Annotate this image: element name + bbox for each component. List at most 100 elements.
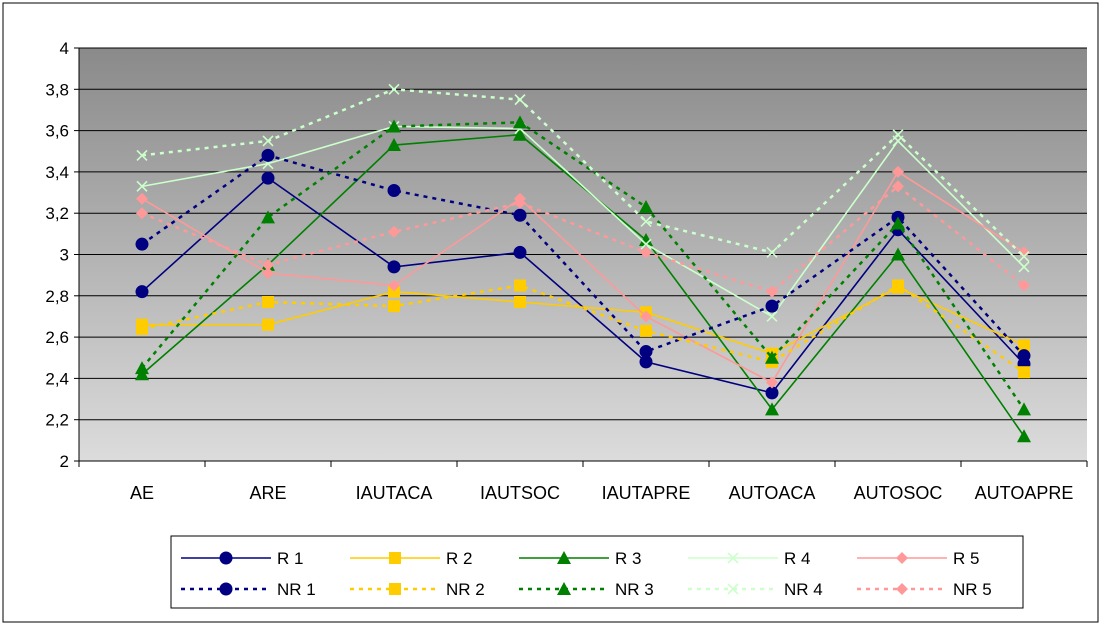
data-point: [640, 310, 652, 323]
series-line: [141, 154, 1025, 357]
y-tick-label: 2,6: [45, 328, 69, 347]
data-point: [765, 350, 779, 364]
data-point: [513, 245, 527, 259]
data-point: [261, 171, 275, 185]
series-nr-3: [135, 115, 1031, 416]
marker-stroke: [727, 552, 739, 564]
data-point: [639, 233, 653, 247]
data-point: [640, 215, 652, 228]
data-point: [136, 207, 148, 220]
x-tick-label: AE: [130, 483, 154, 503]
series-r-4: [136, 120, 1030, 323]
data-point: [766, 285, 778, 298]
marker-stroke: [514, 94, 526, 106]
series-nr-5: [136, 180, 1030, 298]
marker-stroke: [136, 180, 148, 192]
legend-item: NR 4: [688, 580, 823, 599]
legend-swatch-marker: [896, 583, 908, 595]
data-point: [514, 196, 526, 209]
data-point: [135, 285, 149, 299]
marker-stroke: [640, 215, 652, 228]
data-point: [1018, 366, 1030, 379]
data-point: [766, 310, 778, 323]
legend-label: NR 2: [446, 580, 485, 599]
y-tick-label: 2: [60, 452, 69, 471]
marker-stroke: [766, 246, 778, 259]
data-point: [387, 119, 401, 133]
y-tick-label: 2,2: [45, 411, 69, 430]
marker-stroke: [892, 129, 904, 141]
legend-label: R 3: [615, 549, 641, 568]
data-point: [262, 295, 274, 308]
legend-item: R 3: [519, 549, 641, 568]
legend-swatch-marker: [389, 583, 401, 595]
x-tick-label: AUTOAPRE: [975, 483, 1074, 503]
y-tick-label: 3,2: [45, 204, 69, 223]
data-point: [1018, 261, 1030, 273]
data-point: [261, 148, 275, 162]
legend-swatch-marker: [219, 551, 233, 565]
data-point: [388, 225, 400, 238]
data-point: [766, 376, 778, 389]
series-lines: [135, 83, 1031, 443]
y-tick-label: 2,8: [45, 287, 69, 306]
legend: R 1 R 2 R 3 R 4 R 5 NR 1 NR 2 NR 3 NR 4 NR 5: [170, 535, 1024, 609]
data-point: [135, 237, 149, 251]
x-tick-label: AUTOSOC: [854, 483, 943, 503]
data-point: [261, 210, 275, 224]
data-point: [388, 300, 400, 313]
legend-swatch-marker: [896, 552, 908, 564]
y-tick-label: 4: [60, 39, 69, 58]
data-point: [1018, 279, 1030, 292]
series-r-1: [135, 171, 1031, 400]
series-line: [141, 170, 1025, 384]
data-point: [388, 83, 400, 95]
data-point: [513, 127, 527, 141]
y-tick-label: 3,6: [45, 122, 69, 141]
data-point: [513, 115, 527, 129]
data-point: [388, 279, 400, 292]
data-point: [388, 285, 400, 298]
marker-stroke: [727, 583, 739, 595]
marker-stroke: [136, 149, 148, 161]
legend-swatch-marker: [557, 582, 571, 595]
data-point: [136, 149, 148, 161]
data-point: [640, 246, 652, 259]
data-point: [136, 322, 148, 335]
data-point: [262, 258, 274, 271]
data-point: [639, 345, 653, 359]
y-tick-label: 3: [60, 246, 69, 265]
x-tick-label: ARE: [249, 483, 286, 503]
marker-stroke: [1018, 261, 1030, 273]
legend-item: NR 5: [857, 580, 992, 599]
x-tick-label: IAUTACA: [356, 483, 433, 503]
data-point: [262, 318, 274, 331]
series-nr-4: [136, 83, 1030, 263]
data-point: [765, 299, 779, 313]
legend-swatch-marker: [727, 552, 739, 564]
legend-item: R 2: [350, 549, 472, 568]
legend-label: NR 3: [615, 580, 654, 599]
data-point: [892, 180, 904, 193]
data-point: [892, 165, 904, 178]
data-point: [262, 135, 274, 147]
legend-label: R 2: [446, 549, 472, 568]
legend-item: R 4: [688, 549, 810, 568]
legend-item: NR 3: [519, 580, 654, 599]
data-point: [1017, 429, 1031, 443]
data-point: [640, 324, 652, 337]
gridlines: [79, 47, 1087, 421]
series-nr-1: [135, 148, 1031, 363]
y-tick-label: 3,4: [45, 163, 69, 182]
marker-stroke: [640, 238, 652, 250]
data-point: [1018, 250, 1030, 263]
legend-swatch-marker: [219, 582, 233, 596]
marker-stroke: [388, 83, 400, 95]
legend-label: NR 4: [784, 580, 823, 599]
data-point: [514, 295, 526, 308]
x-tick-label: IAUTSOC: [480, 483, 560, 503]
data-point: [765, 386, 779, 400]
axes: 2 2,2 2,4 2,6 2,8 3 3,2 3,4 3,6 3,8 4 AE ARE IAUTACA I…: [45, 39, 1088, 503]
legend-label: NR 5: [953, 580, 992, 599]
